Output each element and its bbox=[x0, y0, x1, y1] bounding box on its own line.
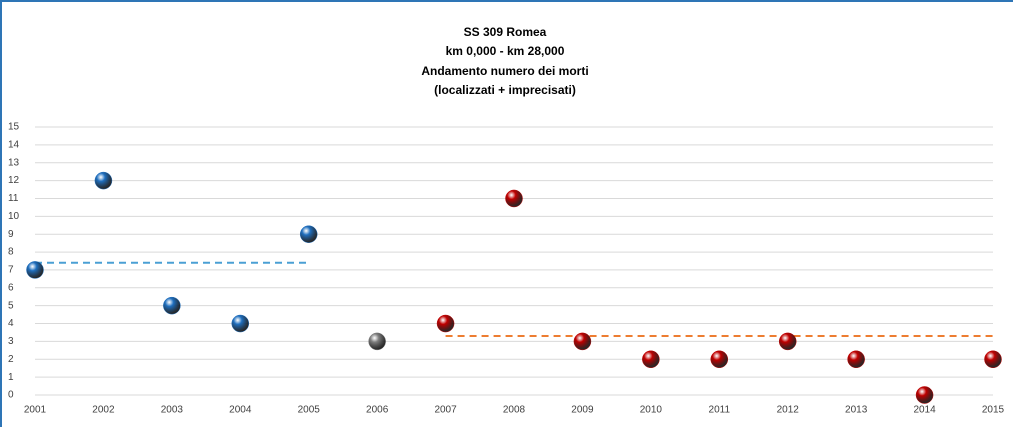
y-tick-label: 12 bbox=[8, 175, 20, 186]
chart-title: (localizzati + imprecisati) bbox=[434, 83, 576, 97]
point bbox=[642, 350, 660, 369]
y-tick-label: 14 bbox=[8, 140, 20, 151]
point bbox=[847, 350, 865, 369]
chart-title: Andamento numero dei morti bbox=[421, 64, 588, 78]
x-tick-label: 2002 bbox=[92, 405, 115, 416]
y-tick-label: 2 bbox=[8, 354, 14, 365]
point bbox=[573, 332, 592, 351]
point bbox=[984, 350, 1002, 369]
x-tick-label: 2006 bbox=[366, 405, 389, 416]
x-tick-label: 2015 bbox=[982, 405, 1005, 416]
y-tick-label: 5 bbox=[8, 300, 14, 311]
y-tick-label: 7 bbox=[8, 265, 14, 276]
point bbox=[505, 189, 523, 208]
x-tick-label: 2010 bbox=[640, 405, 663, 416]
point bbox=[368, 332, 386, 351]
point bbox=[231, 314, 250, 333]
y-tick-label: 0 bbox=[8, 390, 14, 401]
point bbox=[710, 350, 729, 369]
chart-title: km 0,000 - km 28,000 bbox=[446, 44, 565, 58]
y-tick-label: 11 bbox=[8, 193, 19, 204]
point bbox=[26, 261, 44, 279]
point bbox=[778, 332, 797, 351]
point bbox=[94, 171, 113, 190]
x-tick-label: 2013 bbox=[845, 405, 868, 416]
y-tick-label: 10 bbox=[8, 211, 20, 222]
x-tick-label: 2005 bbox=[298, 405, 321, 416]
point bbox=[436, 314, 455, 333]
x-tick-label: 2001 bbox=[24, 405, 47, 416]
x-tick-label: 2007 bbox=[434, 405, 457, 416]
y-tick-label: 1 bbox=[8, 372, 14, 383]
point bbox=[299, 225, 318, 243]
y-tick-label: 13 bbox=[8, 157, 20, 168]
y-tick-label: 3 bbox=[8, 336, 14, 347]
x-tick-label: 2004 bbox=[229, 405, 252, 416]
y-tick-label: 6 bbox=[8, 282, 14, 293]
chart-title: SS 309 Romea bbox=[464, 25, 547, 39]
x-tick-label: 2008 bbox=[503, 405, 526, 416]
x-tick-label: 2003 bbox=[161, 405, 184, 416]
point bbox=[915, 386, 934, 404]
y-tick-label: 8 bbox=[8, 247, 14, 258]
y-tick-label: 15 bbox=[8, 122, 20, 133]
point bbox=[163, 296, 181, 315]
x-tick-label: 2011 bbox=[709, 405, 731, 416]
x-tick-label: 2014 bbox=[913, 405, 936, 416]
y-tick-label: 4 bbox=[8, 318, 14, 329]
x-tick-label: 2009 bbox=[571, 405, 594, 416]
x-tick-label: 2012 bbox=[777, 405, 800, 416]
y-tick-label: 9 bbox=[8, 229, 14, 240]
